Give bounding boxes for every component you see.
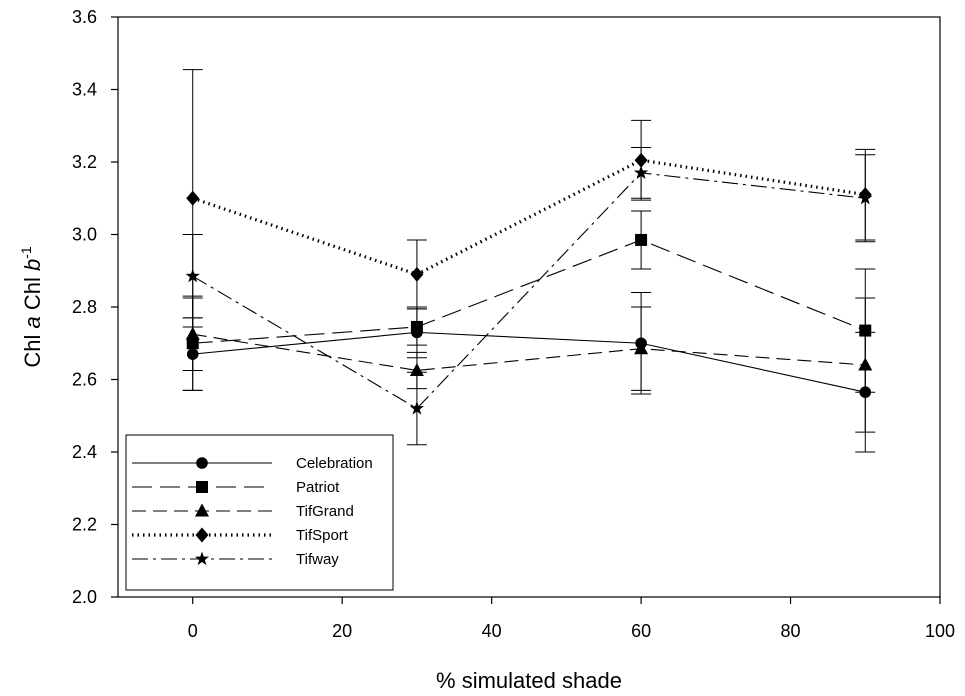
series-line xyxy=(192,331,866,393)
legend-marker xyxy=(196,481,208,493)
y-tick-label: 3.4 xyxy=(72,80,97,100)
legend-label: Patriot xyxy=(296,479,340,496)
y-tick-label: 3.0 xyxy=(72,225,97,245)
data-point xyxy=(858,190,873,205)
y-label-part-1: Chl xyxy=(20,329,45,368)
series-line xyxy=(192,239,866,344)
x-tick-label: 0 xyxy=(188,621,198,641)
series-line xyxy=(192,158,866,277)
legend-label: TifGrand xyxy=(296,503,354,520)
y-tick-label: 2.2 xyxy=(72,515,97,535)
y-label-part-4: b xyxy=(20,259,45,271)
y-label-part-3: Chl xyxy=(20,271,45,316)
series-tifway xyxy=(182,147,876,446)
x-tick-label: 80 xyxy=(781,621,801,641)
legend-marker xyxy=(194,551,210,566)
series-line xyxy=(192,333,866,371)
data-point xyxy=(410,266,424,282)
series-patriot xyxy=(182,210,876,393)
data-point xyxy=(185,326,200,340)
data-point xyxy=(633,165,649,179)
y-tick-label: 3.6 xyxy=(72,7,97,27)
x-axis-label: % simulated shade xyxy=(436,668,622,693)
legend: Celebration Patriot TifGrand TifSport Tifway xyxy=(125,434,394,591)
data-point xyxy=(634,341,649,355)
y-tick-label: 2.4 xyxy=(72,442,97,462)
x-tick-label: 20 xyxy=(332,621,352,641)
series-celebration xyxy=(182,292,876,453)
data-point xyxy=(858,357,873,371)
y-label-part-5: -1 xyxy=(18,246,34,259)
x-tick-label: 40 xyxy=(482,621,502,641)
y-label-part-2: a xyxy=(20,316,45,328)
legend-box xyxy=(125,434,394,591)
y-tick-label: 2.0 xyxy=(72,587,97,607)
data-point xyxy=(186,190,200,206)
y-tick-label: 3.2 xyxy=(72,152,97,172)
legend-label: Tifway xyxy=(296,551,339,568)
data-point xyxy=(185,268,200,283)
series-line xyxy=(192,172,866,410)
legend-label: TifSport xyxy=(296,527,349,544)
y-tick-label: 2.8 xyxy=(72,297,97,317)
series-tifsport xyxy=(182,69,876,328)
series-group xyxy=(182,69,876,453)
axis-ticks: 0 20 40 60 80 100 2.0 2.2 2.4 2.6 2.8 3.0 3.2 3.4 3.6 xyxy=(72,7,955,641)
x-tick-label: 60 xyxy=(631,621,651,641)
legend-label: Celebration xyxy=(296,455,373,472)
x-tick-label: 100 xyxy=(925,621,955,641)
legend-marker xyxy=(195,503,209,517)
data-point xyxy=(635,233,648,246)
data-point xyxy=(410,320,423,333)
y-tick-label: 2.6 xyxy=(72,370,97,390)
series-tifgrand xyxy=(182,297,876,433)
data-point xyxy=(409,401,425,415)
legend-marker xyxy=(196,457,208,469)
legend-marker xyxy=(195,527,209,543)
y-axis-label: Chl a Chl b-1 xyxy=(18,246,45,368)
